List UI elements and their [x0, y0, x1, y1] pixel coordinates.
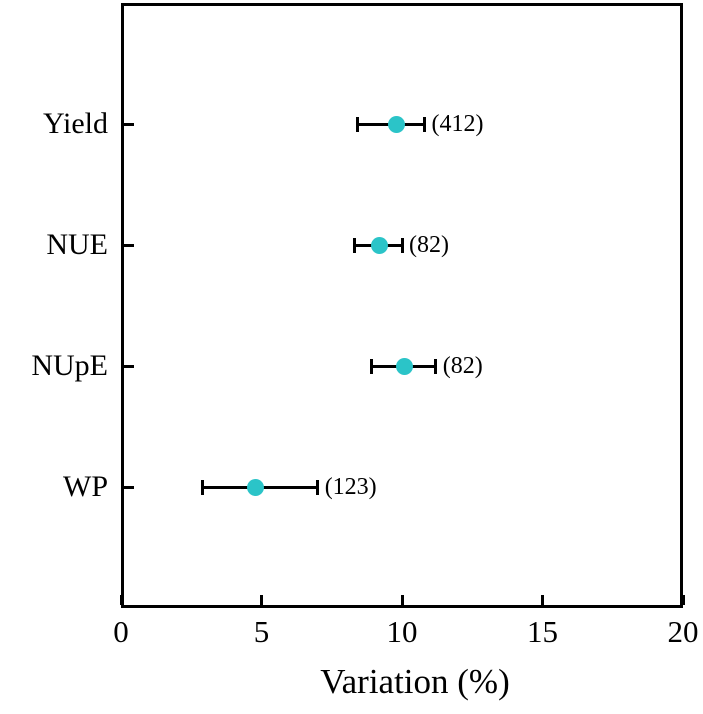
error-bar-cap-high-wp — [316, 479, 320, 495]
y-tick-nupe — [124, 364, 134, 368]
x-tick-20 — [681, 595, 685, 605]
x-axis-title: Variation (%) — [320, 662, 510, 701]
x-tick-label-20: 20 — [667, 614, 699, 649]
category-label-wp: WP — [63, 470, 108, 503]
x-tick-10 — [400, 595, 404, 605]
x-tick-15 — [541, 595, 544, 605]
count-label-yield: (412) — [431, 111, 484, 137]
error-bar-cap-low-wp — [200, 479, 204, 495]
data-point-wp — [247, 478, 265, 496]
x-tick-5 — [260, 595, 263, 605]
y-tick-yield — [124, 122, 134, 126]
y-tick-nue — [124, 243, 134, 247]
category-label-yield: Yield — [43, 107, 108, 140]
x-tick-0 — [119, 595, 123, 605]
error-bar-cap-low-nue — [352, 237, 356, 253]
error-bar-cap-high-nupe — [434, 358, 438, 374]
x-tick-label-10: 10 — [386, 614, 418, 649]
x-tick-label-5: 5 — [253, 614, 270, 649]
error-bar-cap-low-yield — [355, 116, 359, 132]
error-bar-cap-low-nupe — [369, 358, 373, 374]
data-point-nue — [371, 236, 389, 254]
x-tick-label-0: 0 — [113, 614, 129, 649]
category-label-nupe: NUpE — [31, 349, 108, 382]
x-tick-label-15: 15 — [527, 614, 558, 649]
data-point-nupe — [396, 357, 414, 375]
data-point-yield — [387, 115, 405, 133]
count-label-nue: (82) — [409, 232, 449, 258]
count-label-wp: (123) — [324, 474, 377, 500]
error-bar-cap-high-nue — [400, 237, 404, 253]
y-tick-wp — [124, 485, 134, 489]
error-bar-cap-high-yield — [422, 116, 426, 132]
category-label-nue: NUE — [46, 228, 108, 261]
plot-area — [121, 3, 683, 608]
count-label-nupe: (82) — [442, 353, 483, 379]
